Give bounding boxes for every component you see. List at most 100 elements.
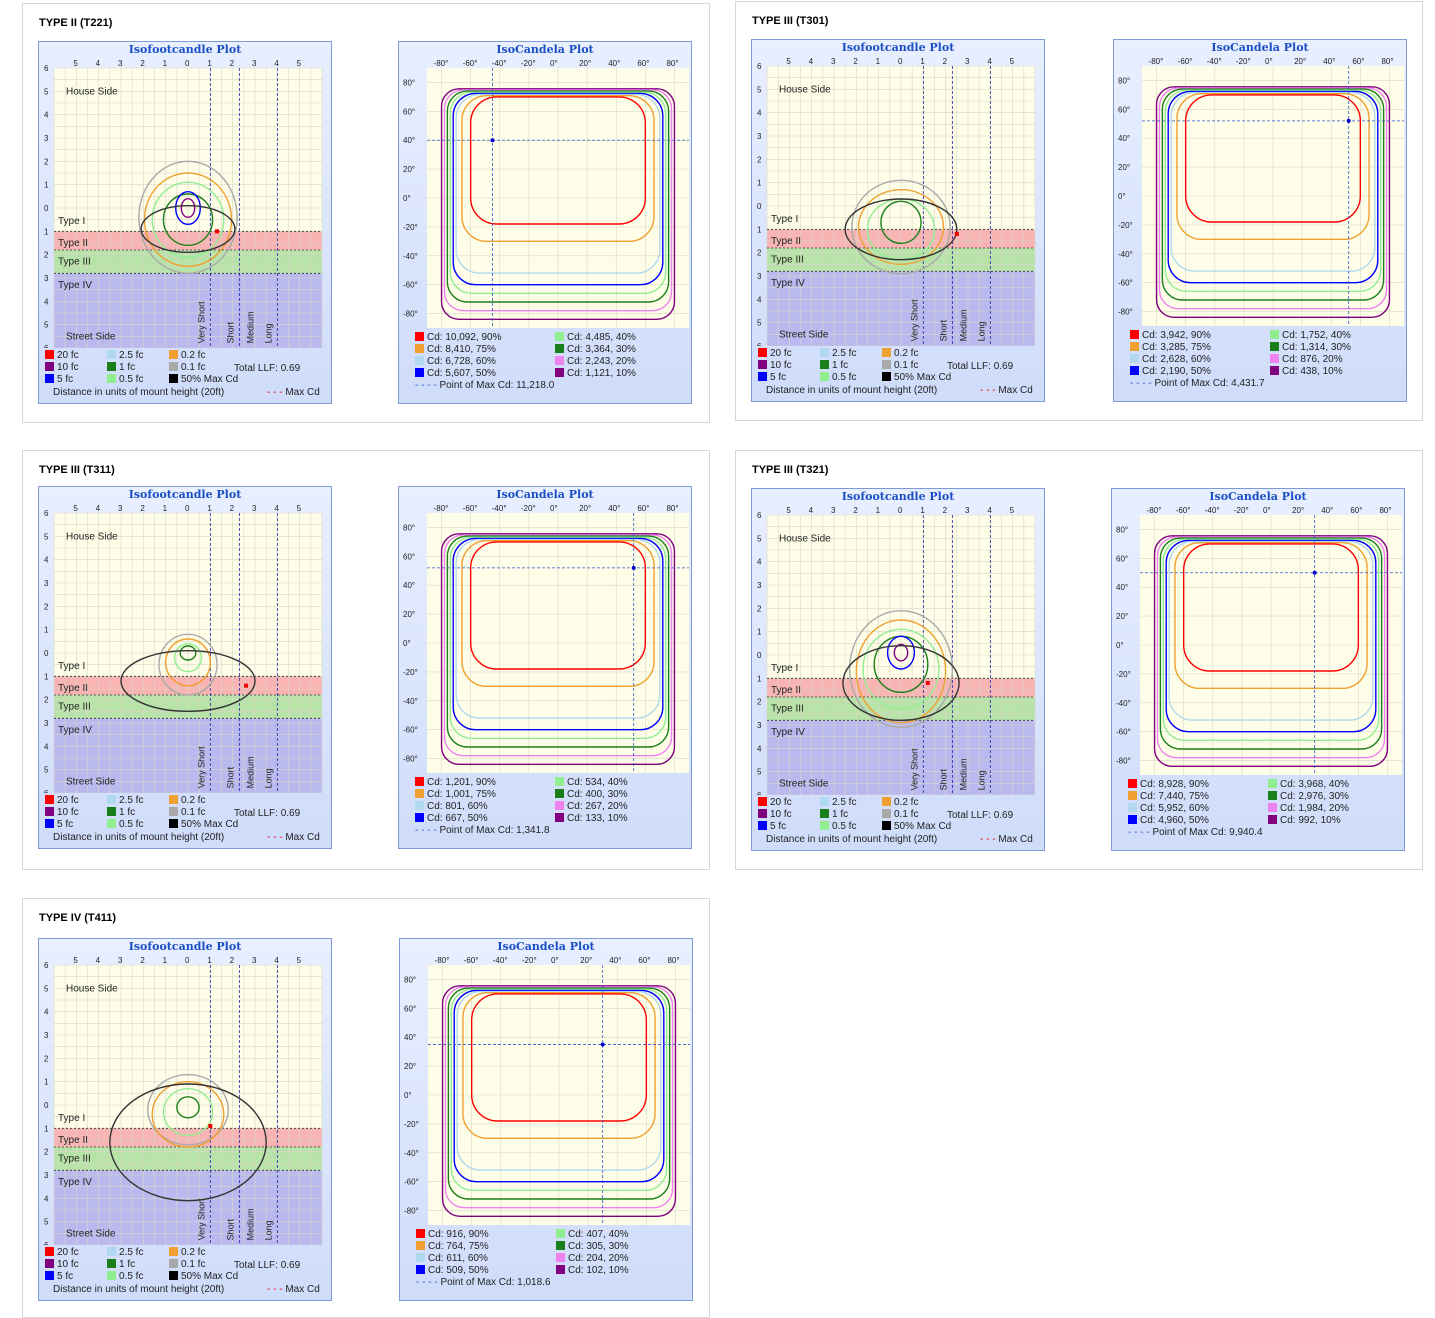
legend-item: 0.1 fc xyxy=(882,360,918,371)
x-tick-label: 20° xyxy=(579,59,591,68)
y-tick-label: 0° xyxy=(403,639,411,648)
legend-swatch xyxy=(882,821,891,830)
legend-item: 1 fc xyxy=(107,362,135,373)
max-cd-label: Max Cd xyxy=(998,385,1033,396)
y-tick-label: 4 xyxy=(44,297,49,306)
legend-swatch xyxy=(555,801,564,810)
type-iv-label: Type IV xyxy=(771,727,805,738)
max-cd-note: - - - Max Cd xyxy=(980,834,1033,845)
legend-item: 10 fc xyxy=(45,807,79,818)
isocandela-panel: IsoCandela Plot -80° -60° -40° -20° 0° 20° 40°… xyxy=(1111,488,1405,851)
max-cd-point xyxy=(244,683,249,688)
y-tick-label: 4 xyxy=(44,1194,49,1203)
legend-label: Cd: 267, 20% xyxy=(567,801,628,812)
y-tick-label: -80° xyxy=(403,310,418,319)
total-llf: Total LLF: 0.69 xyxy=(947,810,1014,821)
y-tick-label: -40° xyxy=(1118,250,1133,259)
y-tick-label: 0 xyxy=(44,1101,49,1110)
legend-swatch xyxy=(758,809,767,818)
y-tick-label: 80° xyxy=(403,523,415,532)
max-cd-point xyxy=(1346,118,1351,123)
isocandela-panel: IsoCandela Plot -80° -60° -40° -20° 0° 20° 40°… xyxy=(1113,39,1407,402)
x-tick-label: 5 xyxy=(73,504,78,513)
y-tick-label: 2 xyxy=(757,698,762,707)
isocandela-title: IsoCandela Plot xyxy=(1211,41,1309,54)
legend-label: Cd: 916, 90% xyxy=(428,1229,489,1240)
point-of-max-cd: - - - - Point of Max Cd: 1,018.6 xyxy=(416,1277,551,1288)
x-tick-label: 0 xyxy=(185,956,190,965)
legend-item: 20 fc xyxy=(758,797,792,808)
legend-label: Cd: 1,752, 40% xyxy=(1282,330,1351,341)
x-tick-label: 5 xyxy=(786,57,791,66)
legend-label: 1 fc xyxy=(119,1259,136,1270)
legend-item: Cd: 407, 40% xyxy=(556,1229,629,1240)
y-tick-label: 5 xyxy=(757,319,762,328)
legend-label: Cd: 2,243, 20% xyxy=(567,356,636,367)
y-tick-label: 6 xyxy=(757,62,762,71)
isocandela-contour xyxy=(462,992,656,1140)
legend-swatch xyxy=(1268,803,1277,812)
isocandela-contour xyxy=(1164,89,1382,293)
isofootcandle-contour xyxy=(893,643,909,662)
legend-swatch xyxy=(416,1265,425,1274)
x-tick-label: 0 xyxy=(185,504,190,513)
legend-swatch xyxy=(107,350,116,359)
legend-item: Cd: 1,001, 75% xyxy=(415,789,496,800)
legend-swatch xyxy=(1268,815,1277,824)
legend-item: 2.5 fc xyxy=(820,797,856,808)
isocandela-contour xyxy=(449,91,667,295)
legend-label: 0.2 fc xyxy=(181,795,206,806)
legend-swatch xyxy=(169,807,178,816)
legend-swatch xyxy=(758,797,767,806)
max-cd-note: - - - Max Cd xyxy=(980,385,1033,396)
legend-swatch xyxy=(415,332,424,341)
legend-label: Cd: 992, 10% xyxy=(1280,815,1341,826)
legend-item: 0.2 fc xyxy=(169,1247,205,1258)
legend-label: Cd: 4,485, 40% xyxy=(567,332,636,343)
y-tick-label: 20° xyxy=(403,165,415,174)
isocandela-contour xyxy=(1167,90,1379,284)
x-tick-label: 40° xyxy=(608,504,620,513)
point-of-max-label: Point of Max Cd: 1,341.8 xyxy=(439,825,550,836)
y-tick-label: 5 xyxy=(44,984,49,993)
y-tick-label: 1 xyxy=(44,626,49,635)
legend-label: Cd: 400, 30% xyxy=(567,789,628,800)
throw-label: Short xyxy=(938,319,948,341)
legend-swatch xyxy=(45,350,54,359)
legend-item: Cd: 2,190, 50% xyxy=(1130,366,1211,377)
isocandela-title: IsoCandela Plot xyxy=(496,488,594,501)
legend-swatch xyxy=(556,1253,565,1262)
legend-label: Cd: 4,960, 50% xyxy=(1140,815,1209,826)
legend-item: 0.5 fc xyxy=(820,372,856,383)
legend-item: Cd: 2,243, 20% xyxy=(555,356,636,367)
isocandela-contour xyxy=(1158,87,1388,310)
max-cd-point xyxy=(954,232,959,236)
legend-label: 0.2 fc xyxy=(894,797,919,808)
y-tick-label: 80° xyxy=(1116,525,1128,534)
legend-swatch xyxy=(882,809,891,818)
y-tick-label: 6 xyxy=(44,1241,49,1245)
y-tick-label: -80° xyxy=(404,1207,419,1216)
isocandela-contour xyxy=(447,987,671,1200)
legend-item: Cd: 764, 75% xyxy=(416,1241,489,1252)
throw-label: Medium xyxy=(245,311,255,343)
isocandela-contour xyxy=(453,989,665,1183)
type-i-label: Type I xyxy=(58,216,85,227)
isofootcandle-contour xyxy=(179,645,197,661)
y-tick-label: 4 xyxy=(44,111,49,120)
distance-note: Distance in units of mount height (20ft) xyxy=(53,387,225,398)
point-of-max-label: Point of Max Cd: 4,431.7 xyxy=(1154,378,1265,389)
y-tick-label: 6 xyxy=(44,344,49,348)
y-tick-label: 6 xyxy=(44,509,49,518)
legend-label: 10 fc xyxy=(57,362,79,373)
x-tick-label: 2 xyxy=(140,59,145,68)
isofootcandle-contour xyxy=(138,160,238,275)
max-cd-50-contour xyxy=(140,204,236,254)
x-tick-label: 5 xyxy=(297,59,302,68)
y-tick-label: 3 xyxy=(757,132,762,141)
x-tick-label: 60° xyxy=(1350,506,1362,515)
isocandela-legend: Cd: 10,092, 90% Cd: 8,410, 75% Cd: 6,728, … xyxy=(415,332,685,398)
y-tick-label: 5 xyxy=(757,534,762,543)
x-tick-label: 0° xyxy=(1263,506,1271,515)
y-tick-label: 3 xyxy=(757,721,762,730)
